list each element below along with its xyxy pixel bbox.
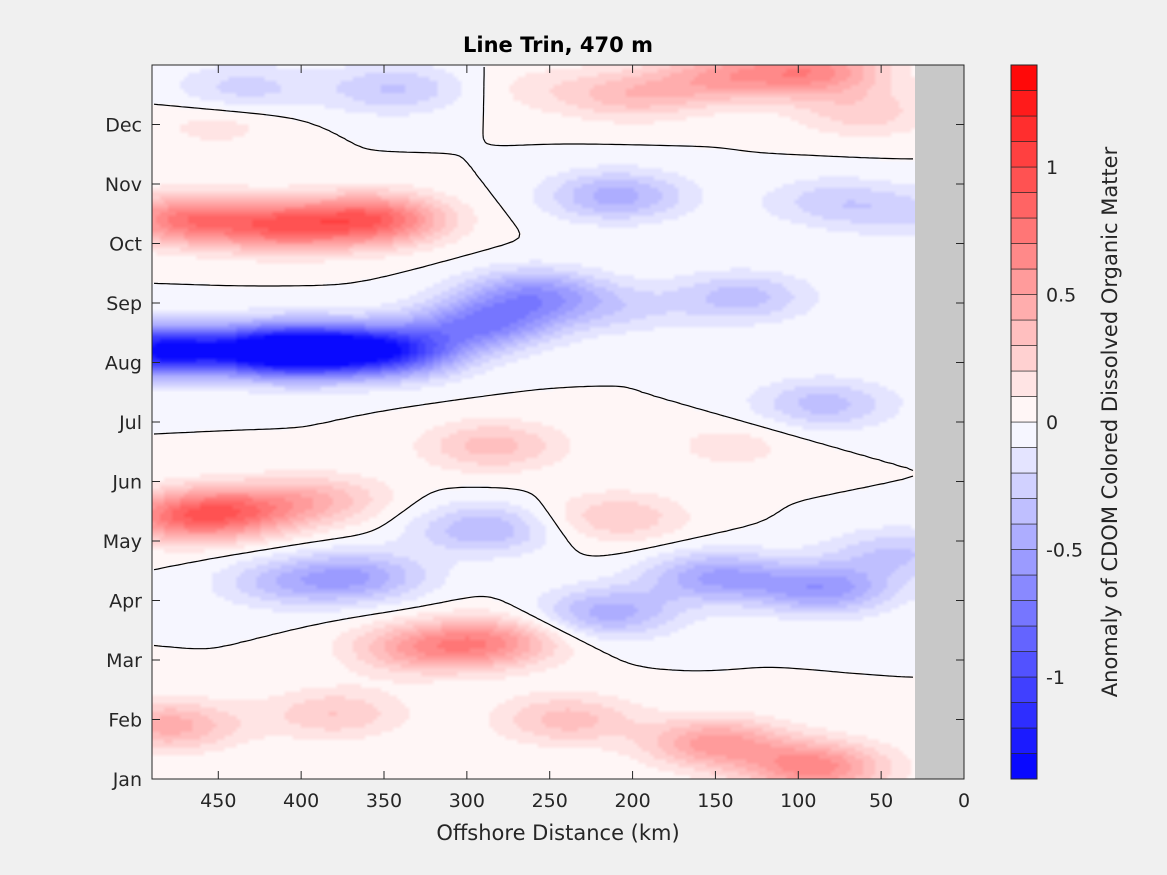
x-tick-label: 350	[366, 790, 402, 812]
y-tick-label: Nov	[105, 174, 142, 196]
anomaly-field	[152, 65, 915, 779]
x-axis: 450 400 350 300 250 200 150 100 50 0	[200, 65, 970, 812]
colorbar-level	[1010, 549, 1038, 576]
colorbar-level	[1010, 345, 1038, 372]
x-tick-label: 250	[532, 790, 568, 812]
colorbar-level	[1010, 90, 1038, 117]
y-tick-label: Feb	[108, 710, 142, 732]
colorbar-level	[1010, 447, 1038, 474]
colorbar-level	[1010, 192, 1038, 219]
colorbar-level	[1010, 625, 1038, 652]
colorbar-level	[1010, 294, 1038, 321]
y-axis: Jan Feb Mar Apr May Jun Jul Aug Sep Oct Nov Dec	[103, 115, 964, 791]
colorbar-level	[1010, 141, 1038, 168]
y-tick-label: May	[103, 531, 142, 553]
colorbar-level	[1010, 243, 1038, 270]
colorbar-level	[1010, 651, 1038, 678]
no-data-region	[915, 65, 964, 779]
colorbar-tick-label: 1	[1046, 157, 1058, 179]
x-axis-label: Offshore Distance (km)	[436, 821, 679, 845]
colorbar-level	[1010, 268, 1038, 295]
colorbar-tick-label: -0.5	[1046, 540, 1083, 562]
y-tick-label: Apr	[109, 591, 142, 613]
colorbar-level	[1010, 753, 1038, 780]
y-tick-label: Oct	[109, 234, 142, 256]
colorbar-level	[1010, 115, 1038, 142]
colorbar-level	[1010, 319, 1038, 346]
colorbar-level	[1010, 64, 1038, 91]
y-tick-label: Sep	[106, 293, 142, 315]
x-tick-label: 400	[283, 790, 319, 812]
colorbar-tick-label: -1	[1046, 667, 1065, 689]
y-tick-label: Jan	[112, 769, 142, 791]
chart-title: Line Trin, 470 m	[463, 33, 653, 57]
colorbar-level	[1010, 574, 1038, 601]
x-tick-label: 450	[200, 790, 236, 812]
y-tick-label: Mar	[106, 650, 142, 672]
colorbar-level	[1010, 166, 1038, 193]
colorbar-level	[1010, 676, 1038, 703]
colorbar-level	[1010, 702, 1038, 729]
colorbar-level	[1010, 472, 1038, 499]
colorbar: -1 -0.5 0 0.5 1	[1010, 64, 1083, 780]
y-tick-label: Jul	[118, 412, 142, 434]
zero-contour-lines	[153, 67, 914, 678]
colorbar-tick-label: 0	[1046, 412, 1058, 434]
colorbar-level	[1010, 498, 1038, 525]
colorbar-label: Anomaly of CDOM Colored Dissolved Organi…	[1098, 146, 1122, 697]
colorbar-level	[1010, 370, 1038, 397]
colorbar-level	[1010, 421, 1038, 448]
colorbar-level	[1010, 523, 1038, 550]
zero-contour-path	[153, 67, 914, 678]
colorbar-level	[1010, 396, 1038, 423]
x-tick-label: 0	[958, 790, 970, 812]
colorbar-level	[1010, 217, 1038, 244]
colorbar-level	[1010, 727, 1038, 754]
y-tick-label: Aug	[105, 353, 142, 375]
x-tick-label: 50	[869, 790, 893, 812]
y-tick-label: Dec	[105, 115, 142, 137]
y-tick-label: Jun	[111, 472, 142, 494]
colorbar-frame	[1010, 64, 1038, 780]
x-tick-label: 200	[614, 790, 650, 812]
x-tick-label: 150	[697, 790, 733, 812]
colorbar-level	[1010, 600, 1038, 627]
x-tick-label: 300	[449, 790, 485, 812]
x-tick-label: 100	[780, 790, 816, 812]
colorbar-tick-label: 0.5	[1046, 285, 1076, 307]
